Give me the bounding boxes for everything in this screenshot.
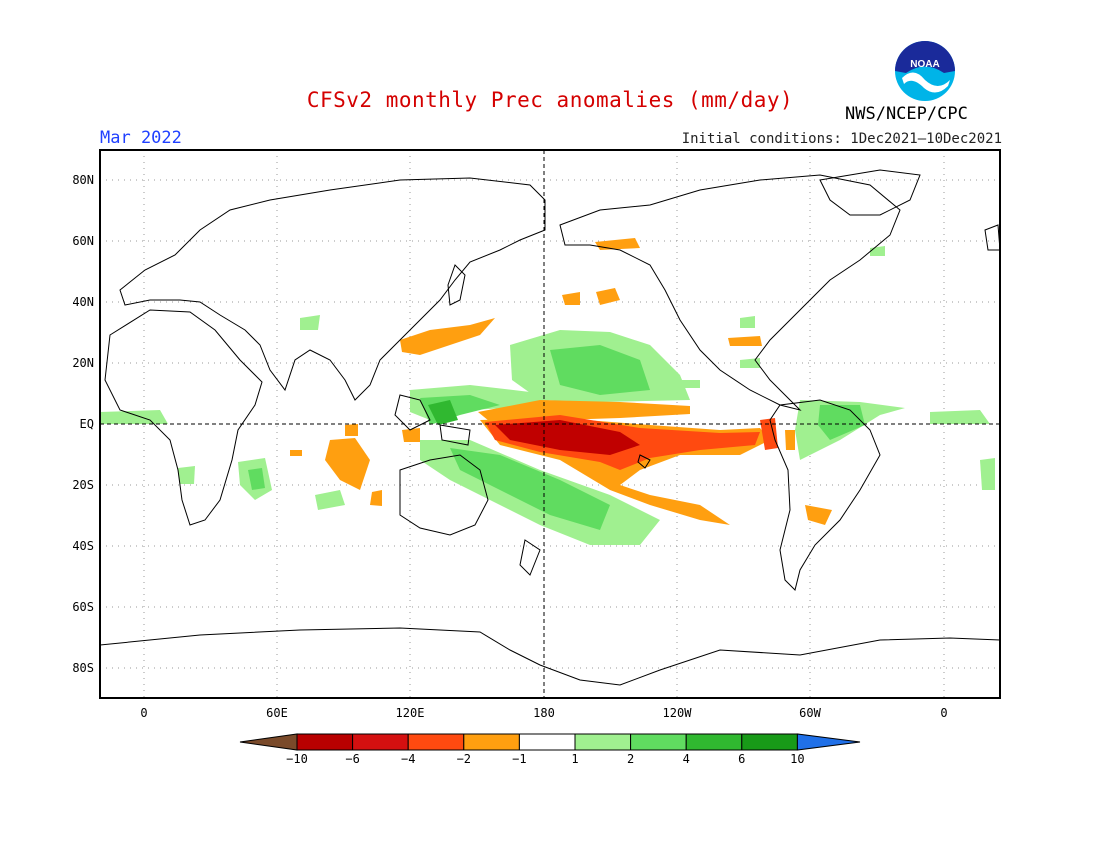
logo-text: NOAA — [910, 59, 939, 70]
dry-anomalies — [290, 238, 832, 525]
colorbar-label: 6 — [738, 752, 745, 766]
colorbar-segment — [630, 733, 687, 751]
noaa-logo-icon: NOAA — [895, 41, 955, 101]
lon-label: 0 — [140, 706, 147, 720]
colorbar-segment — [463, 733, 520, 751]
lon-axis: 0 60E 120E 180 120W 60W 0 — [140, 706, 947, 720]
plot-frame — [99, 149, 1001, 699]
colorbar-min-arrow — [239, 733, 298, 751]
coastlines — [100, 169, 1000, 686]
lon-label: 0 — [940, 706, 947, 720]
initial-conditions: Initial conditions: 1Dec2021—10Dec2021 — [681, 131, 1002, 147]
lat-label: 60N — [72, 234, 94, 248]
colorbar-label: −1 — [512, 752, 526, 766]
lon-label: 60E — [266, 706, 288, 720]
colorbar-segment — [352, 733, 409, 751]
lat-label: 20S — [72, 478, 94, 492]
colorbar-segment — [741, 733, 798, 751]
agency-label: NWS/NCEP/CPC — [845, 104, 968, 124]
colorbar-segment — [574, 733, 632, 751]
colorbar-segment — [685, 733, 743, 751]
lat-label: 80S — [72, 661, 94, 675]
colorbar-segment — [296, 733, 354, 751]
colorbar-segment — [518, 733, 576, 751]
colorbar-label: 1 — [571, 752, 578, 766]
lat-label: 40S — [72, 539, 94, 553]
chart-title-text: CFSv2 monthly Prec anomalies (mm/day) — [306, 88, 794, 112]
lon-label: 180 — [533, 706, 555, 720]
colorbar-label: −10 — [286, 752, 308, 766]
colorbar-label: 10 — [790, 752, 804, 766]
colorbar-label: −4 — [401, 752, 415, 766]
lat-label: EQ — [80, 417, 94, 431]
colorbar-label: 2 — [627, 752, 634, 766]
forecast-month: Mar 2022 — [100, 128, 182, 148]
colorbar-segment — [407, 733, 465, 751]
lat-axis: 80N 60N 40N 20N EQ 20S 40S 60S 80S — [72, 173, 94, 675]
lat-label: 80N — [72, 173, 94, 187]
lon-label: 120W — [663, 706, 693, 720]
colorbar-max-arrow — [796, 733, 861, 751]
anomaly-field — [100, 150, 1000, 698]
lon-label: 60W — [799, 706, 821, 720]
lat-label: 40N — [72, 295, 94, 309]
grid-lines — [100, 150, 1000, 698]
colorbar-label: 4 — [683, 752, 690, 766]
lat-label: 60S — [72, 600, 94, 614]
colorbar-label: −2 — [457, 752, 471, 766]
lat-label: 20N — [72, 356, 94, 370]
lon-label: 120E — [396, 706, 425, 720]
colorbar-label: −6 — [345, 752, 359, 766]
colorbar: −10 −6 −4 −2 −1 1 2 4 6 10 — [239, 733, 861, 766]
chart-title: CFSv2 monthly Prec anomalies (mm/day) — [0, 88, 1100, 112]
wet-anomalies — [100, 246, 995, 545]
